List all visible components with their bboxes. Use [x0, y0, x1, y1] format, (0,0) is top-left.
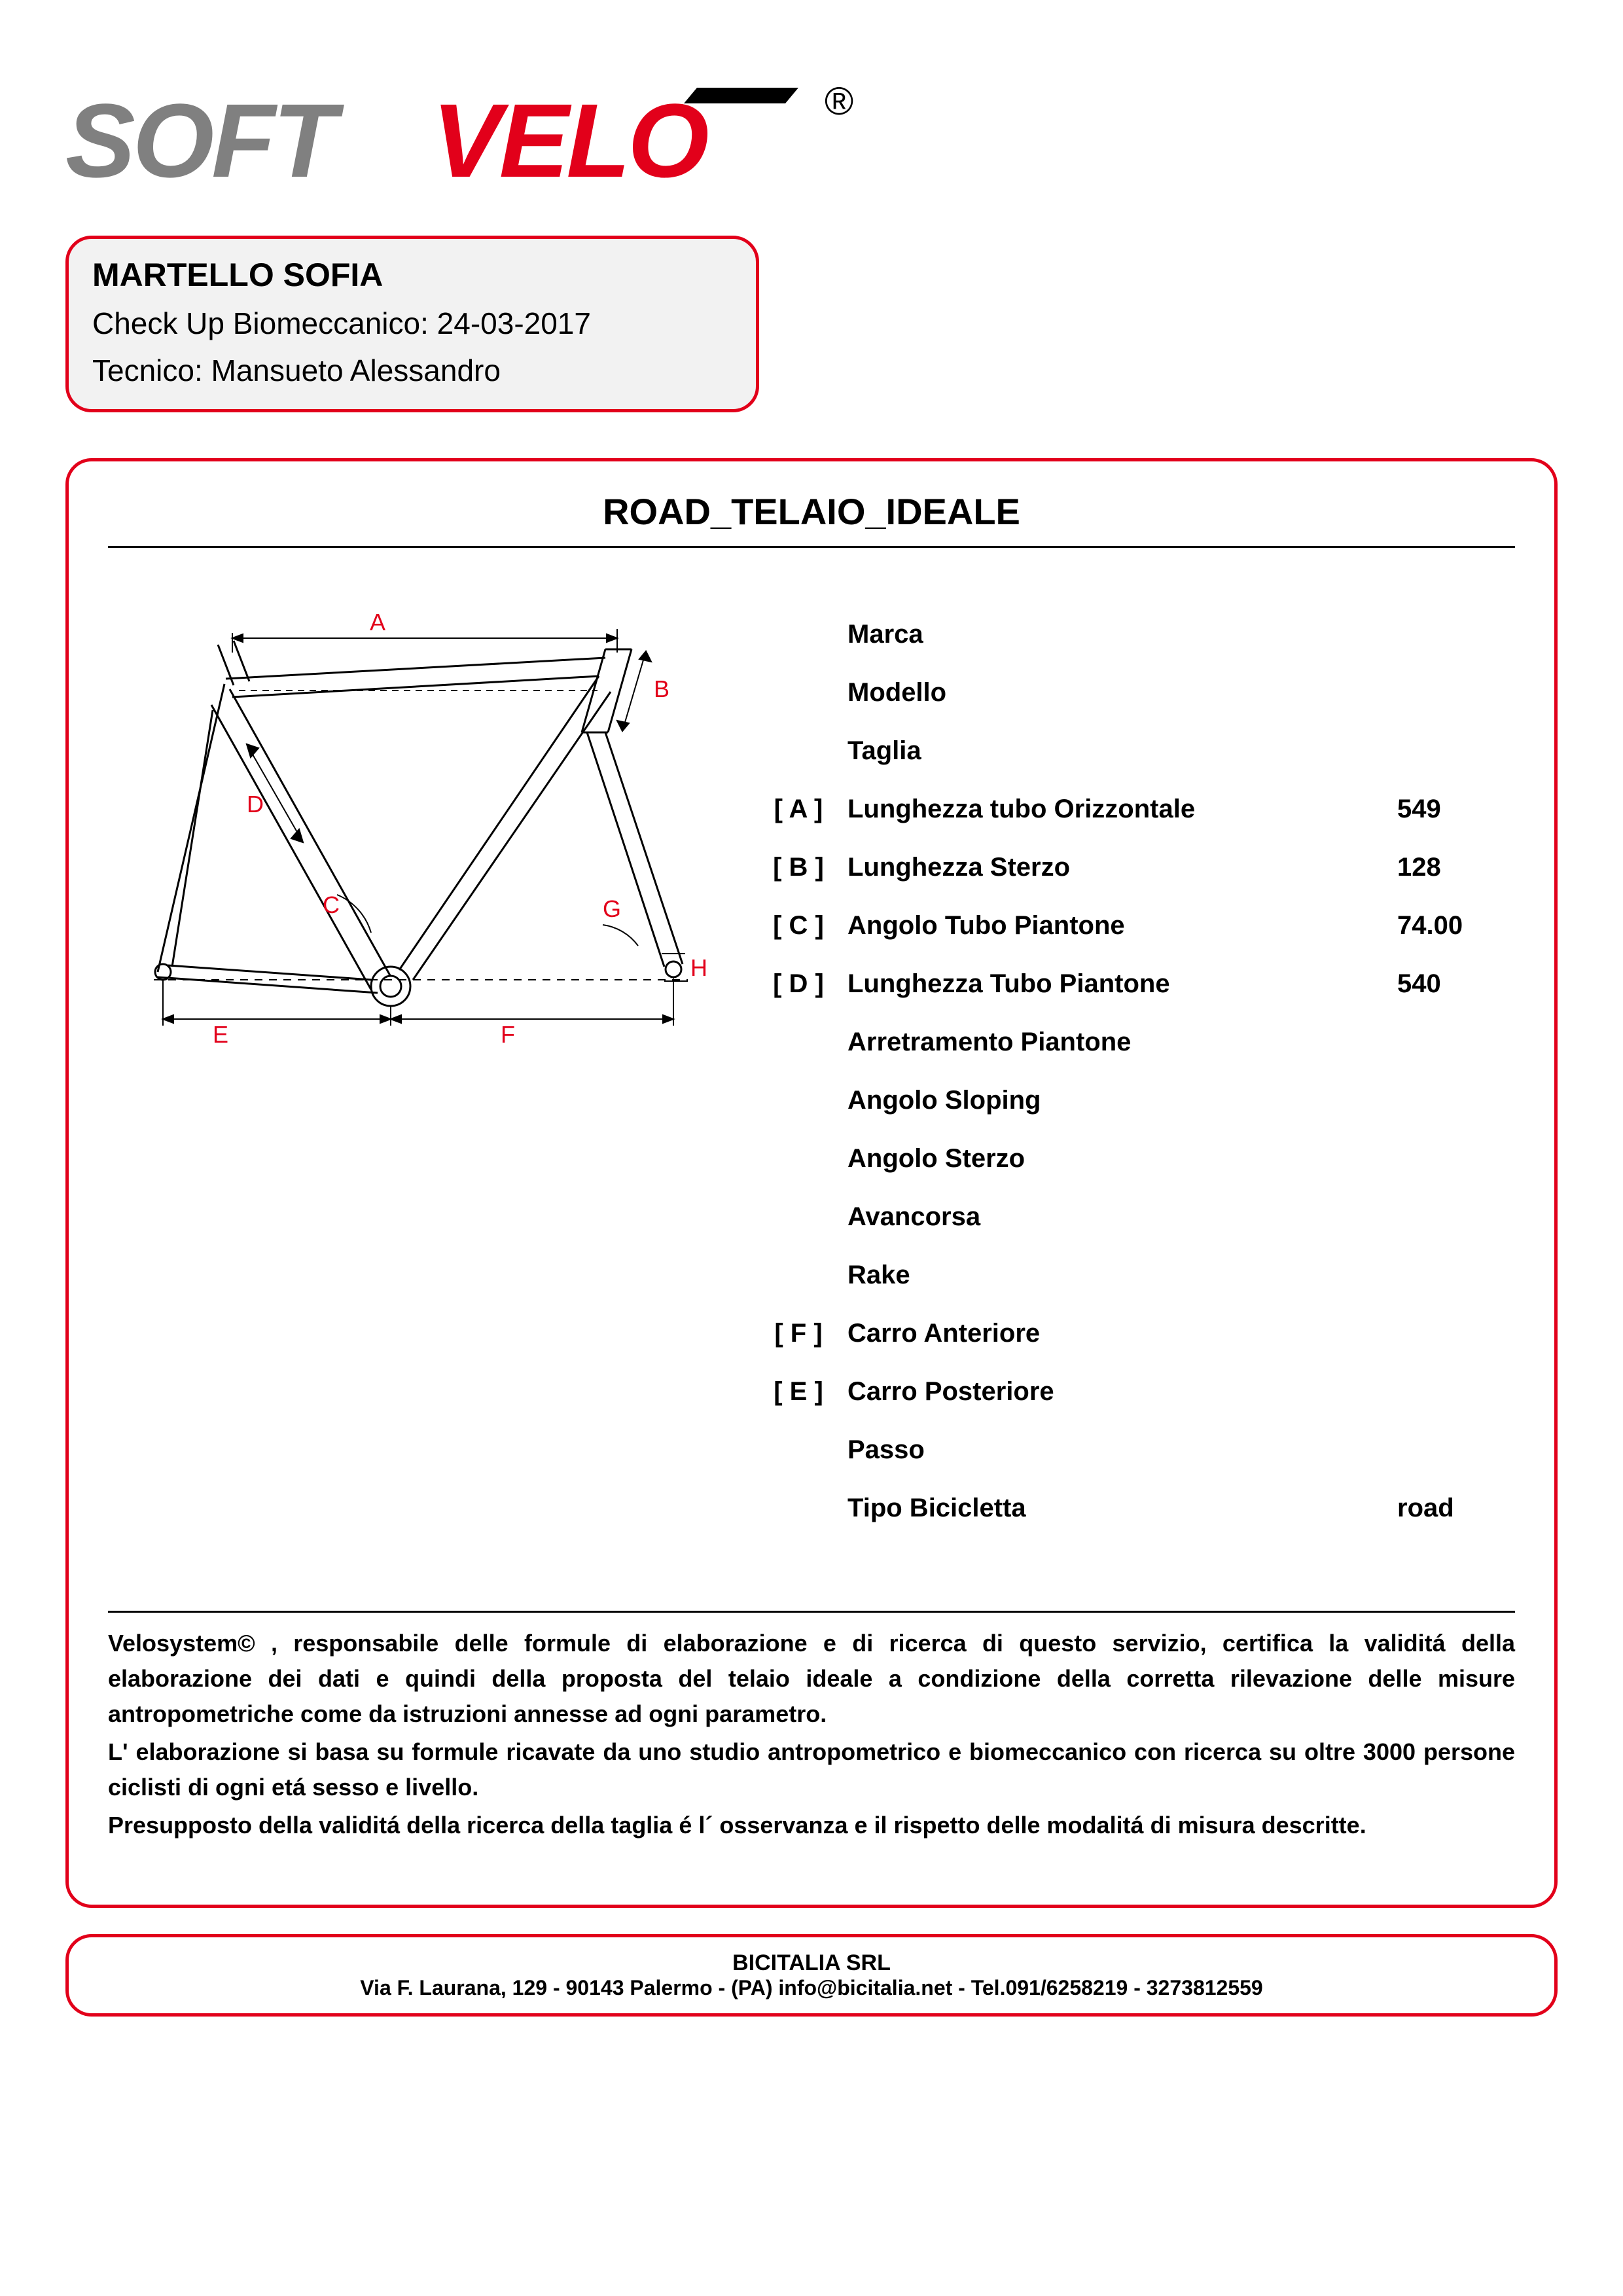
measure-label: Lunghezza tubo Orizzontale: [834, 795, 1397, 824]
technician-label: Tecnico:: [92, 353, 203, 387]
diagram-label-b: B: [654, 675, 669, 702]
measure-label: Carro Posteriore: [834, 1377, 1397, 1407]
logo-svg: SOFT VELO: [65, 85, 825, 203]
measure-key: [ F ]: [762, 1319, 834, 1348]
measurements-list: MarcaModelloTaglia[ A ]Lunghezza tubo Or…: [762, 613, 1515, 1552]
measure-key: [ D ]: [762, 969, 834, 999]
measure-row: [ B ]Lunghezza Sterzo128: [762, 853, 1515, 882]
measure-value: 549: [1397, 795, 1515, 824]
svg-text:VELO: VELO: [432, 85, 707, 199]
technician-name: Mansueto Alessandro: [211, 353, 501, 387]
measure-value: 540: [1397, 969, 1515, 999]
header-box: MARTELLO SOFIA Check Up Biomeccanico: 24…: [65, 236, 759, 412]
measure-row: [ F ]Carro Anteriore: [762, 1319, 1515, 1348]
measure-row: [ C ]Angolo Tubo Piantone74.00: [762, 911, 1515, 941]
diagram-label-h: H: [690, 954, 707, 981]
footer-box: BICITALIA SRL Via F. Laurana, 129 - 9014…: [65, 1934, 1558, 2017]
footer-address: Via F. Laurana, 129 - 90143 Palermo - (P…: [95, 1976, 1528, 2000]
measure-value: road: [1397, 1494, 1515, 1523]
diagram-label-g: G: [603, 895, 621, 922]
measure-row: Angolo Sterzo: [762, 1144, 1515, 1174]
measure-row: [ A ]Lunghezza tubo Orizzontale549: [762, 795, 1515, 824]
measure-key: [ C ]: [762, 911, 834, 941]
measure-label: Carro Anteriore: [834, 1319, 1397, 1348]
measure-label: Modello: [834, 678, 1397, 708]
disclaimer-p2: L' elaborazione si basa su formule ricav…: [108, 1734, 1515, 1805]
checkup-line: Check Up Biomeccanico: 24-03-2017: [92, 306, 732, 341]
measure-value: 128: [1397, 853, 1515, 882]
measure-row: Rake: [762, 1261, 1515, 1290]
measure-label: Arretramento Piantone: [834, 1028, 1397, 1057]
disclaimer: Velosystem© , responsabile delle formule…: [108, 1611, 1515, 1843]
measure-row: [ D ]Lunghezza Tubo Piantone540: [762, 969, 1515, 999]
svg-text:SOFT: SOFT: [65, 85, 344, 199]
measure-row: Passo: [762, 1435, 1515, 1465]
measure-label: Lunghezza Sterzo: [834, 853, 1397, 882]
disclaimer-p1: Velosystem© , responsabile delle formule…: [108, 1626, 1515, 1732]
measure-label: Marca: [834, 620, 1397, 649]
measure-row: Arretramento Piantone: [762, 1028, 1515, 1057]
measure-label: Taglia: [834, 736, 1397, 766]
measure-key: [ B ]: [762, 853, 834, 882]
report-title: ROAD_TELAIO_IDEALE: [108, 490, 1515, 548]
measure-row: Tipo Biciclettaroad: [762, 1494, 1515, 1523]
measure-label: Angolo Sterzo: [834, 1144, 1397, 1174]
measure-row: Angolo Sloping: [762, 1086, 1515, 1115]
measure-row: [ E ]Carro Posteriore: [762, 1377, 1515, 1407]
measure-label: Rake: [834, 1261, 1397, 1290]
diagram-label-d: D: [247, 791, 264, 817]
logo: SOFT VELO ®: [65, 85, 1558, 203]
diagram-label-e: E: [213, 1021, 228, 1048]
diagram-label-f: F: [501, 1021, 515, 1048]
measure-label: Angolo Sloping: [834, 1086, 1397, 1115]
measure-row: Marca: [762, 620, 1515, 649]
diagram-label-c: C: [323, 891, 340, 918]
measure-label: Passo: [834, 1435, 1397, 1465]
measure-label: Angolo Tubo Piantone: [834, 911, 1397, 941]
measure-row: Modello: [762, 678, 1515, 708]
checkup-date: 24-03-2017: [437, 306, 591, 340]
diagram-label-a: A: [370, 613, 385, 636]
registered-mark: ®: [825, 79, 853, 124]
measure-label: Tipo Bicicletta: [834, 1494, 1397, 1523]
technician-line: Tecnico: Mansueto Alessandro: [92, 353, 732, 388]
disclaimer-p3: Presupposto della validitá della ricerca…: [108, 1808, 1515, 1843]
measure-label: Avancorsa: [834, 1202, 1397, 1232]
client-name: MARTELLO SOFIA: [92, 256, 732, 294]
measure-key: [ A ]: [762, 795, 834, 824]
footer-company: BICITALIA SRL: [95, 1950, 1528, 1976]
main-box: ROAD_TELAIO_IDEALE: [65, 458, 1558, 1908]
measure-key: [ E ]: [762, 1377, 834, 1407]
measure-value: 74.00: [1397, 911, 1515, 941]
checkup-label: Check Up Biomeccanico:: [92, 306, 429, 340]
frame-diagram-svg: A B C D E F G H: [134, 613, 723, 1058]
measure-row: Taglia: [762, 736, 1515, 766]
measure-label: Lunghezza Tubo Piantone: [834, 969, 1397, 999]
measure-row: Avancorsa: [762, 1202, 1515, 1232]
content-row: A B C D E F G H MarcaModelloTaglia[ A ]L…: [108, 613, 1515, 1552]
frame-diagram: A B C D E F G H: [108, 613, 723, 1552]
